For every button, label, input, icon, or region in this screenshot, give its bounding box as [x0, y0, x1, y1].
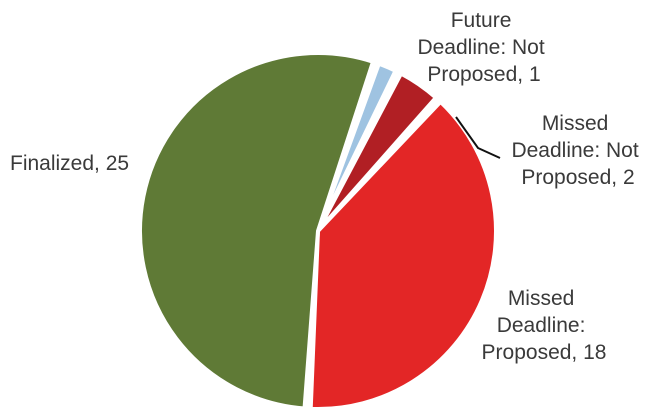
- slice-label-finalized: Finalized, 25: [10, 152, 129, 175]
- pie-slices: [138, 51, 498, 411]
- slice-label-future-deadline-not-proposed: Future Deadline: Not Proposed, 1: [417, 9, 550, 86]
- slice-label-missed-deadline-not-proposed: Missed Deadline: Not Proposed, 2: [511, 112, 644, 189]
- slice-future-deadline-not-proposed: [316, 61, 398, 233]
- leader-lines: [455, 116, 501, 159]
- slice-finalized: [138, 51, 376, 411]
- slice-missed-deadline-not-proposed: [316, 71, 438, 233]
- leader-line-missed-deadline-not-proposed: [455, 116, 501, 159]
- slice-missed-deadline-proposed: [308, 99, 498, 411]
- slice-label-missed-deadline-proposed: Missed Deadline: Proposed, 18: [482, 287, 607, 364]
